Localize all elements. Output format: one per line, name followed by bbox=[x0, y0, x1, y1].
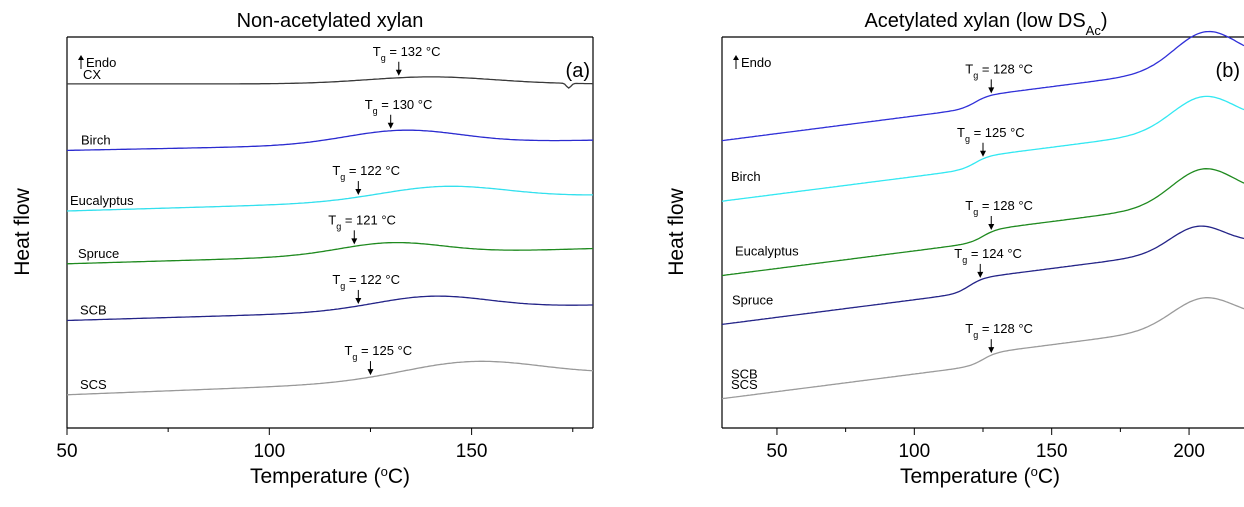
series-line-spruce bbox=[66, 241, 594, 265]
x-tick-label: 100 bbox=[898, 441, 930, 462]
tg-label: Tg = 125 °C bbox=[344, 343, 412, 362]
series-line-scb bbox=[721, 297, 1244, 400]
tg-label: Tg = 128 °C bbox=[965, 321, 1033, 340]
panel-b: 50 100 150 200 Acetylated xylan (low DSAc) (b… bbox=[665, 10, 1244, 488]
series-line-cx bbox=[67, 76, 594, 89]
x-tick-label: 100 bbox=[253, 441, 285, 462]
endo-label: Endo bbox=[86, 55, 116, 70]
tg-arrowhead-icon bbox=[355, 297, 362, 304]
tg-arrowhead-icon bbox=[367, 369, 374, 376]
x-tick-label: 150 bbox=[456, 441, 488, 462]
endo-label: Endo bbox=[741, 55, 771, 70]
x-axis-label: Temperature (oC) bbox=[900, 464, 1060, 489]
tg-label: Tg = 121 °C bbox=[328, 212, 396, 231]
series-line-eucalyptus bbox=[66, 185, 593, 212]
series-label: SCB bbox=[731, 367, 758, 382]
series-line-scb bbox=[66, 295, 593, 322]
tg-label: Tg = 128 °C bbox=[965, 198, 1033, 217]
tg-arrowhead-icon bbox=[988, 87, 995, 94]
series-line-spruce bbox=[721, 225, 1244, 326]
chart-title: Non-acetylated xylan bbox=[237, 10, 424, 32]
series-label: SCS bbox=[80, 377, 107, 392]
series-line-eucalyptus bbox=[721, 168, 1244, 277]
endo-arrowhead-icon bbox=[78, 55, 84, 60]
tg-arrowhead-icon bbox=[351, 238, 358, 245]
tg-arrowhead-icon bbox=[395, 69, 402, 76]
endo-arrowhead-icon bbox=[733, 55, 739, 60]
series-label: Eucalyptus bbox=[735, 244, 799, 259]
x-tick-label: 150 bbox=[1036, 441, 1068, 462]
x-tick-label: 50 bbox=[56, 441, 77, 462]
tg-label: Tg = 124 °C bbox=[954, 246, 1022, 265]
tg-arrowhead-icon bbox=[988, 347, 995, 354]
tg-label: Tg = 122 °C bbox=[332, 163, 400, 182]
tg-arrowhead-icon bbox=[977, 271, 984, 278]
panel-a: 50 100 150 Non-acetylated xylan (a) Heat flow… bbox=[11, 10, 594, 489]
panel-label: (b) bbox=[1216, 60, 1240, 82]
y-axis-label: Heat flow bbox=[665, 187, 688, 275]
tg-arrowhead-icon bbox=[387, 122, 394, 129]
series-label: Eucalyptus bbox=[70, 193, 134, 208]
tg-arrowhead-icon bbox=[988, 224, 995, 231]
x-axis-label: Temperature (oC) bbox=[250, 464, 410, 489]
series-label: SCB bbox=[80, 302, 107, 317]
panel-label: (a) bbox=[566, 60, 590, 82]
x-tick-label: 200 bbox=[1173, 441, 1205, 462]
series-line-birch bbox=[721, 95, 1244, 202]
tg-arrowhead-icon bbox=[355, 189, 362, 196]
series-line-birch bbox=[67, 129, 593, 152]
series-line-scs bbox=[66, 360, 594, 396]
series-label: Birch bbox=[81, 132, 111, 147]
series-line-top bbox=[721, 30, 1244, 142]
series-label: Birch bbox=[731, 169, 761, 184]
chart-title: Acetylated xylan (low DSAc) bbox=[864, 10, 1107, 38]
x-tick-label: 50 bbox=[766, 441, 787, 462]
series-label: Spruce bbox=[78, 246, 119, 261]
tg-label: Tg = 128 °C bbox=[965, 61, 1033, 80]
tg-label: Tg = 130 °C bbox=[365, 97, 433, 116]
y-axis-label: Heat flow bbox=[11, 187, 34, 275]
tg-label: Tg = 132 °C bbox=[373, 44, 441, 63]
tg-label: Tg = 122 °C bbox=[332, 272, 400, 291]
tg-label: Tg = 125 °C bbox=[957, 125, 1025, 144]
series-label: CX bbox=[83, 67, 101, 82]
series-label: Spruce bbox=[732, 292, 773, 307]
series-label: SCS bbox=[731, 377, 758, 392]
tg-arrowhead-icon bbox=[980, 150, 986, 157]
